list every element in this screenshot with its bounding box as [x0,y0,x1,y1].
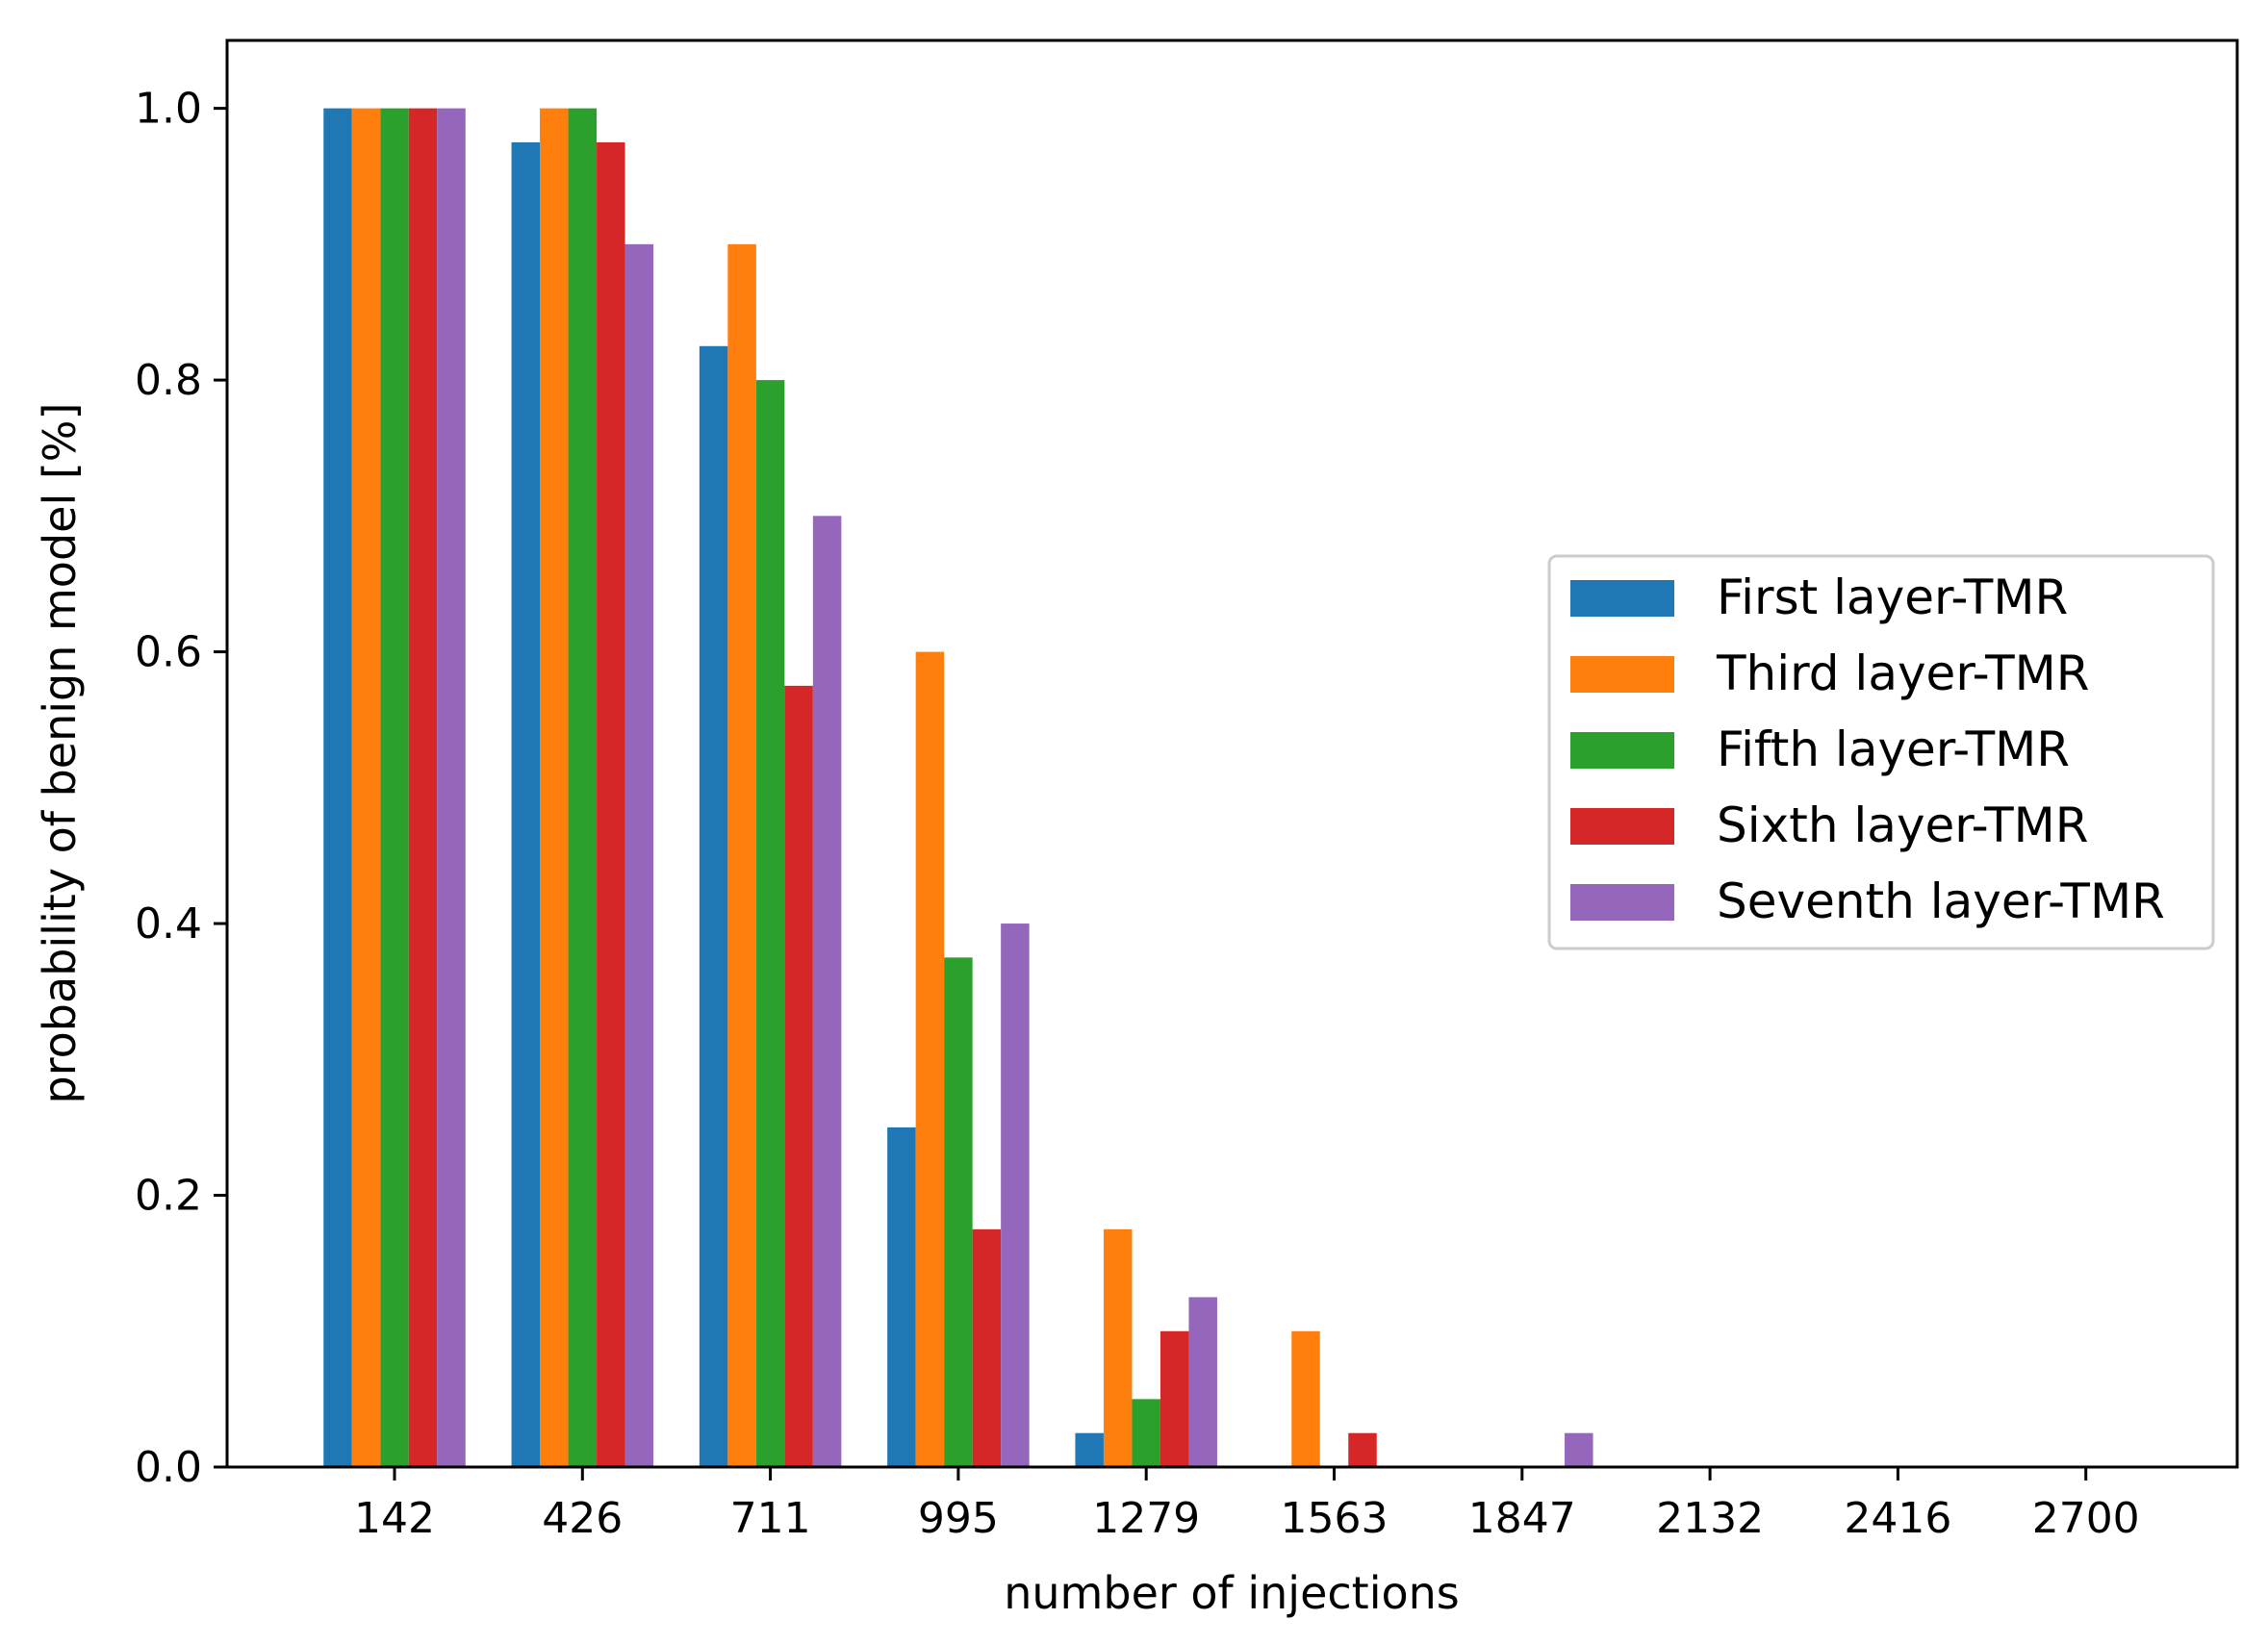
bar [699,345,728,1467]
bar [624,243,654,1468]
x-axis: 142 426 711 995 1279 1563 1847 2132 2416 2700 [354,1467,2140,1543]
bar [784,685,813,1467]
legend-swatch [1570,732,1674,769]
plot-area-frame [225,38,2239,1469]
bar [915,651,945,1467]
x-tick-label: 2132 [1656,1494,1764,1543]
bar [755,380,785,1468]
bar [323,108,352,1468]
bar [1348,1432,1377,1467]
bar [1291,1330,1320,1467]
bar [1132,1399,1160,1467]
bar [944,957,973,1467]
x-tick-label: 711 [730,1494,811,1543]
y-axis-label: probability of benign model [%] [34,403,86,1104]
legend-swatch [1570,580,1674,617]
bar [380,108,409,1468]
x-tick-label: 995 [918,1494,999,1543]
legend-box [1547,554,2215,950]
legend-swatch [1570,884,1674,921]
y-tick-label: 0.4 [135,899,202,949]
legend-label: Seventh layer-TMR [1717,873,2165,929]
bar [511,141,541,1468]
x-tick-label: 426 [542,1494,623,1543]
bar [597,141,625,1468]
legend-swatch [1570,656,1674,693]
bar [1159,1330,1189,1467]
legend: First layer-TMR Third layer-TMR Fifth laye… [1547,554,2215,950]
x-tick-label: 2416 [1844,1494,1951,1543]
bar [812,516,842,1467]
bar [1188,1297,1217,1467]
x-tick-label: 1847 [1468,1494,1576,1543]
bar [540,108,569,1468]
y-axis: 0.0 0.2 0.4 0.6 0.8 1.0 [135,85,227,1492]
bar [437,108,466,1468]
bar [727,243,756,1468]
y-tick-label: 0.8 [135,356,202,405]
y-tick-label: 0.2 [135,1172,202,1221]
legend-label: Sixth layer-TMR [1717,797,2089,853]
bar [568,108,598,1468]
bar [1103,1228,1133,1467]
legend-label: Fifth layer-TMR [1717,721,2070,777]
bar [972,1228,1002,1467]
bar [1001,924,1030,1467]
x-tick-label: 1563 [1281,1494,1389,1543]
x-tick-label: 2700 [2032,1494,2140,1543]
x-tick-label: 142 [354,1494,435,1543]
y-tick-label: 0.6 [135,628,202,677]
bar [351,108,381,1468]
x-tick-label: 1279 [1092,1494,1200,1543]
legend-swatch [1570,808,1674,845]
x-axis-label: number of injections [1004,1567,1460,1619]
legend-label: Third layer-TMR [1716,645,2090,701]
bars-layer [323,108,1593,1468]
y-tick-label: 0.0 [135,1443,202,1492]
bar [408,108,438,1468]
bar [887,1126,916,1467]
y-tick-label: 1.0 [135,85,202,134]
bar [1565,1432,1593,1467]
bar [1075,1432,1104,1467]
legend-label: First layer-TMR [1717,569,2068,625]
